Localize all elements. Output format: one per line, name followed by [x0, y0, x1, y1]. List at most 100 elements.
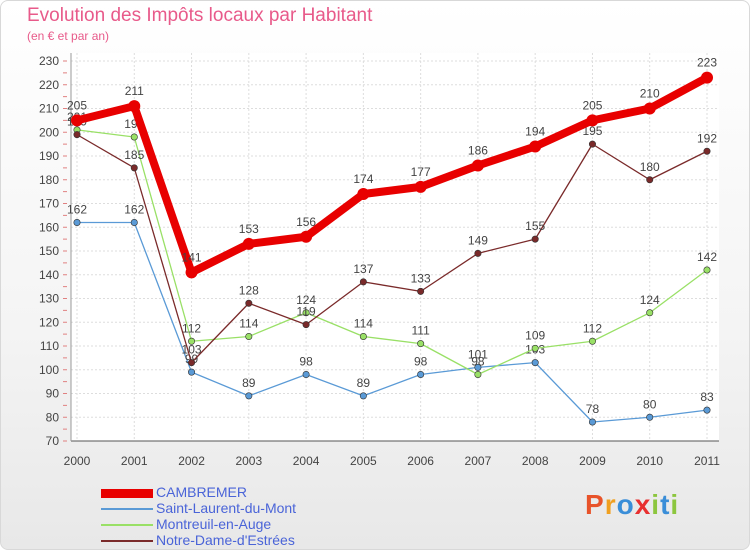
y-tick-label: 210 — [39, 102, 59, 116]
data-label: 141 — [182, 250, 202, 264]
data-label: 162 — [67, 203, 87, 217]
logo-letter: o — [616, 489, 635, 520]
data-label: 112 — [182, 321, 201, 335]
legend-label: CAMBREMER — [156, 484, 248, 500]
data-label: 186 — [468, 144, 488, 158]
data-point — [531, 235, 539, 243]
chart-subtitle: (en € et par an) — [27, 29, 110, 43]
legend-label: Notre-Dame-d'Estrées — [156, 532, 295, 548]
data-point — [242, 237, 255, 250]
data-label: 119 — [297, 305, 316, 319]
data-point — [643, 102, 656, 115]
data-label: 205 — [67, 98, 87, 112]
data-label: 124 — [296, 293, 316, 307]
data-point — [73, 219, 81, 227]
series-line-saint-laurent-du-mont — [76, 221, 708, 423]
y-tick-label: 200 — [39, 125, 59, 139]
data-label: 78 — [586, 402, 600, 416]
data-label: 153 — [239, 222, 259, 236]
series-line-cambremer — [73, 73, 711, 277]
data-point — [414, 180, 427, 193]
data-point — [128, 100, 141, 113]
data-label: 156 — [296, 215, 316, 229]
data-point — [188, 337, 196, 345]
data-point — [188, 368, 196, 376]
data-point — [302, 370, 310, 378]
data-label: 89 — [357, 376, 371, 390]
x-tick-label: 2010 — [636, 454, 663, 468]
data-point — [73, 131, 81, 139]
data-label: 98 — [299, 355, 313, 369]
data-point — [130, 164, 138, 172]
data-point — [588, 140, 596, 148]
data-point — [646, 413, 654, 421]
proxiti-logo: Proxiti — [585, 489, 679, 521]
data-label: 205 — [582, 98, 602, 112]
data-point — [245, 332, 253, 340]
y-tick-label: 70 — [46, 434, 60, 448]
y-tick-label: 170 — [39, 197, 59, 211]
data-point — [417, 287, 425, 295]
data-label: 114 — [239, 317, 258, 331]
data-label: 137 — [353, 262, 373, 276]
x-tick-label: 2004 — [293, 454, 320, 468]
data-label: 98 — [471, 355, 485, 369]
data-point — [417, 370, 425, 378]
data-label: 89 — [242, 376, 256, 390]
x-tick-label: 2001 — [121, 454, 148, 468]
data-point — [359, 392, 367, 400]
data-label: 149 — [468, 233, 488, 247]
legend-swatch — [101, 540, 153, 542]
data-point — [531, 359, 539, 367]
data-point — [703, 147, 711, 155]
data-point — [300, 230, 313, 243]
data-label: 103 — [182, 343, 202, 357]
data-label: 192 — [697, 131, 717, 145]
data-point — [586, 114, 599, 127]
chart-title: Evolution des Impôts locaux par Habitant — [27, 5, 373, 26]
data-point — [474, 249, 482, 257]
x-tick-label: 2002 — [178, 454, 205, 468]
x-tick-label: 2005 — [350, 454, 377, 468]
data-point — [359, 332, 367, 340]
data-point — [188, 359, 196, 367]
data-point — [359, 278, 367, 286]
data-label: 162 — [124, 203, 144, 217]
data-label: 98 — [414, 355, 428, 369]
logo-letter: r — [604, 489, 617, 520]
legend-swatch — [101, 508, 153, 510]
data-label: 109 — [525, 328, 545, 342]
data-label: 142 — [697, 250, 717, 264]
y-tick-label: 140 — [39, 268, 59, 282]
data-point — [646, 176, 654, 184]
x-tick-label: 2008 — [522, 454, 549, 468]
y-tick-label: 90 — [46, 387, 60, 401]
data-point — [71, 114, 83, 127]
data-label: 133 — [411, 271, 431, 285]
x-tick-label: 2007 — [465, 454, 492, 468]
data-point — [703, 406, 711, 414]
logo-letter: t — [660, 489, 671, 520]
data-label: 114 — [354, 317, 373, 331]
data-point — [471, 159, 484, 172]
data-point — [245, 392, 253, 400]
data-point — [474, 363, 482, 371]
y-tick-label: 220 — [39, 78, 59, 92]
logo-letter: x — [634, 489, 652, 520]
logo-letter: i — [651, 489, 661, 520]
legend-label: Montreuil-en-Auge — [156, 516, 272, 532]
x-tick-label: 2011 — [694, 454, 720, 468]
y-tick-label: 110 — [40, 339, 59, 353]
data-label: 185 — [124, 148, 144, 162]
data-point — [185, 266, 198, 279]
data-label: 195 — [582, 124, 602, 138]
data-point — [130, 219, 138, 227]
y-tick-label: 130 — [39, 292, 59, 306]
data-label: 194 — [525, 125, 545, 139]
data-label: 223 — [697, 56, 717, 70]
data-label: 101 — [468, 347, 488, 361]
y-tick-label: 120 — [39, 315, 59, 329]
data-label: 174 — [353, 172, 373, 186]
x-tick-label: 2006 — [407, 454, 434, 468]
